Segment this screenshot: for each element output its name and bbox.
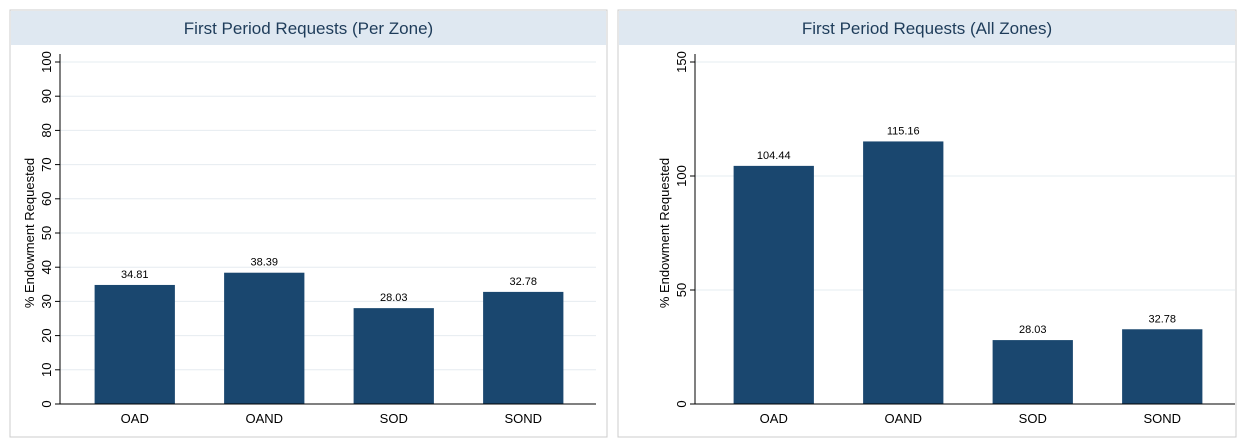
value-label: 28.03 [1019,324,1047,336]
x-tick-label: SOND [1143,411,1181,426]
value-label: 32.78 [509,276,537,288]
y-tick-label: 150 [674,51,689,73]
x-tick-label: OAD [121,411,149,426]
title-band [619,11,1235,45]
bar [483,291,564,404]
x-tick-label: OAND [245,411,283,426]
bar [94,284,175,404]
y-tick-label: 0 [674,400,689,407]
y-tick-label: 10 [39,363,54,377]
chart-panel: First Period Requests (All Zones) 0 50 100 1… [617,9,1237,438]
title-band [11,11,606,45]
chart-title: First Period Requests (Per Zone) [184,19,433,38]
y-tick-label: 20 [39,328,54,342]
bar [863,141,944,405]
y-axis-title: % Endowment Requested [22,158,37,308]
y-tick-label: 30 [39,294,54,308]
y-tick-label: 0 [39,400,54,407]
y-tick-label: 50 [674,283,689,297]
y-tick-label: 60 [39,192,54,206]
x-tick-label: OAD [760,411,788,426]
value-label: 32.78 [1148,313,1176,325]
value-label: 28.03 [380,292,408,304]
value-label: 115.16 [887,125,920,137]
bar [992,340,1073,404]
y-tick-label: 40 [39,260,54,274]
bar [1122,329,1203,404]
value-label: 38.39 [250,257,278,269]
y-tick-label: 90 [39,89,54,103]
y-axis-title: % Endowment Requested [657,158,672,308]
chart-title: First Period Requests (All Zones) [802,19,1052,38]
bar [353,308,434,404]
bar [733,165,814,404]
x-tick-label: SOD [380,411,408,426]
x-tick-label: SOND [504,411,542,426]
chart-panel: First Period Requests (Per Zone) 0 10 20 30 4… [9,9,608,438]
bar [224,272,305,404]
x-tick-label: OAND [884,411,922,426]
y-tick-label: 100 [674,165,689,187]
y-tick-label: 70 [39,157,54,171]
y-tick-label: 50 [39,226,54,240]
y-tick-label: 100 [39,51,54,73]
value-label: 34.81 [121,269,149,281]
x-tick-label: SOD [1019,411,1047,426]
value-label: 104.44 [757,150,791,162]
y-tick-label: 80 [39,123,54,137]
